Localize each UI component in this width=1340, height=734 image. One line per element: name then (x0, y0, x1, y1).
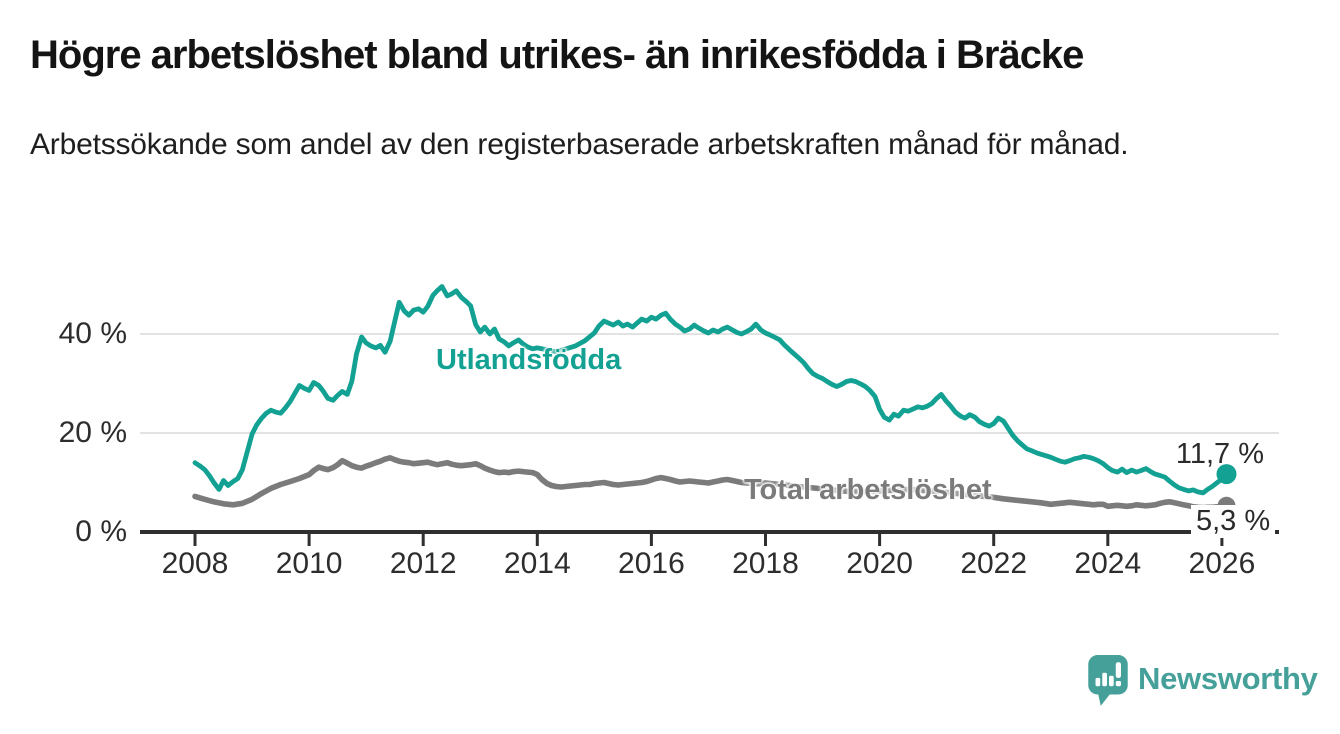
chart-title: Högre arbetslöshet bland utrikes- än inr… (30, 33, 1084, 77)
series-line-total (192, 454, 1230, 511)
series-end-dot-utlandsfodda (1216, 464, 1237, 485)
chart-subtitle: Arbetssökande som andel av den registerb… (30, 128, 1129, 161)
series-line-utlandsfodda (192, 284, 1229, 496)
series-end-dot-total (1217, 496, 1236, 515)
newsworthy-brand-text: Newsworthy (1138, 661, 1318, 696)
newsworthy-logo: Newsworthy (1087, 654, 1318, 713)
newsworthy-logo-icon (1087, 654, 1129, 713)
